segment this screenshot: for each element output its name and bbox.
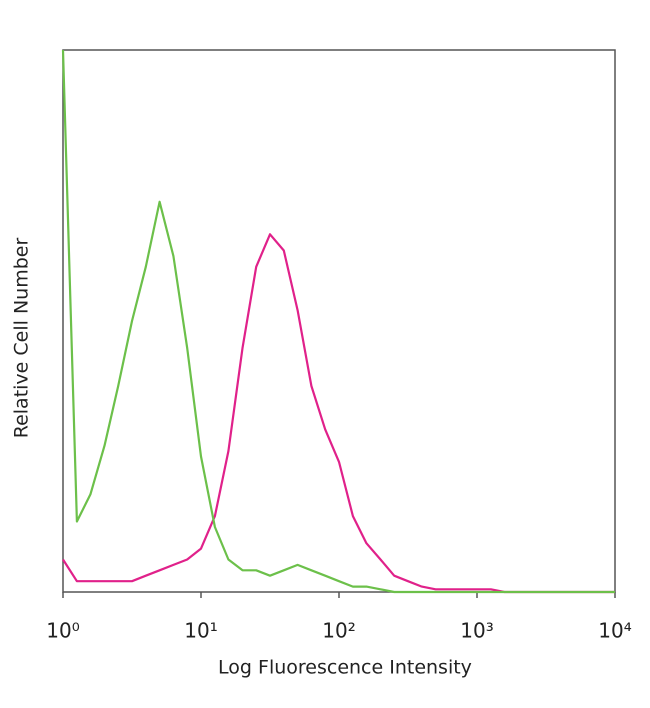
histogram-line	[62, 233, 615, 594]
x-tick-label: 10²	[322, 619, 355, 643]
x-axis-label: Log Fluorescence Intensity	[218, 657, 472, 679]
plot-frame	[62, 49, 616, 593]
y-axis-label: Relative Cell Number	[11, 238, 33, 439]
histogram-line	[61, 49, 615, 594]
x-tick-label: 10⁴	[598, 619, 631, 643]
x-tick-label: 10⁰	[46, 619, 79, 643]
x-tick-label: 10³	[460, 619, 493, 643]
x-tick-label: 10¹	[184, 619, 217, 643]
